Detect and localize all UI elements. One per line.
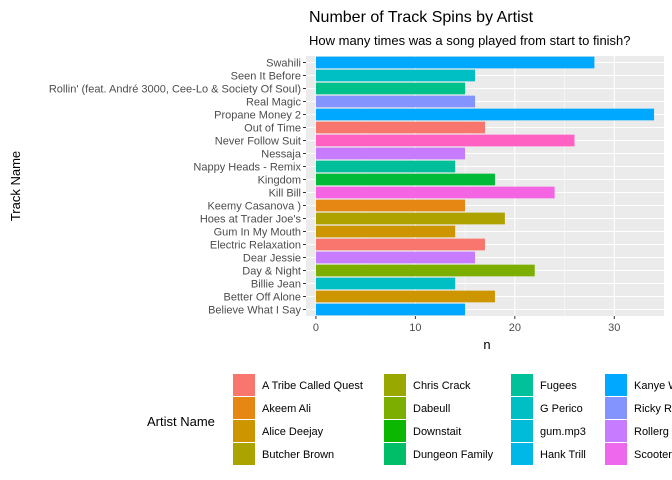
bar <box>315 69 476 82</box>
y-tick-label: Billie Jean <box>251 279 301 291</box>
x-tick-labels: 0 10 20 30 <box>313 316 620 334</box>
y-tick-label: Hoes at Trader Joe's <box>200 214 302 226</box>
y-tick-label: Electric Relaxation <box>210 240 301 252</box>
y-tick-label: Day & Night <box>242 266 301 278</box>
x-tick-label: 30 <box>608 322 620 334</box>
y-tick-label: Kill Bill <box>269 188 301 200</box>
legend-label: Scooter <box>634 449 672 461</box>
legend-label: gum.mp3 <box>540 426 586 438</box>
y-tick-label: Gum In My Mouth <box>214 227 301 239</box>
y-tick-label: Real Magic <box>246 97 302 109</box>
x-axis-title: n <box>483 337 490 352</box>
y-tick-label: Keemy Casanova ) <box>207 201 301 213</box>
legend-label: Kanye W <box>634 380 672 392</box>
bar <box>315 238 485 251</box>
legend-label: Akeem Ali <box>262 403 311 415</box>
x-tick-label: 0 <box>313 322 319 334</box>
y-axis-title: Track Name <box>8 151 23 221</box>
y-tick-label: Rollin' (feat. André 3000, Cee-Lo & Soci… <box>49 84 301 96</box>
legend-label: Dungeon Family <box>413 449 494 461</box>
legend-label: Hank Trill <box>540 449 586 461</box>
legend-swatch <box>233 420 255 442</box>
legend-label: Rollerg <box>634 426 669 438</box>
bar <box>315 82 466 95</box>
bar <box>315 173 495 186</box>
bar <box>315 199 466 212</box>
legend-label: Butcher Brown <box>262 449 334 461</box>
bar <box>315 225 456 238</box>
bar <box>315 134 575 147</box>
x-tick-label: 10 <box>409 322 421 334</box>
y-tick-label: Kingdom <box>258 175 301 187</box>
bar <box>315 160 456 173</box>
bar <box>315 277 456 290</box>
legend-label: Alice Deejay <box>262 426 324 438</box>
legend-swatch <box>384 397 406 419</box>
legend-title: Artist Name <box>147 414 215 429</box>
chart-subtitle: How many times was a song played from st… <box>309 33 631 48</box>
legend-swatch <box>511 420 533 442</box>
bar <box>315 56 595 69</box>
legend-label: Ricky R <box>634 403 672 415</box>
y-tick-label: Never Follow Suit <box>215 136 301 148</box>
y-tick-label: Out of Time <box>244 123 301 135</box>
legend-label: Dabeull <box>413 403 450 415</box>
y-tick-label: Swahili <box>266 58 301 70</box>
plot-panel <box>306 56 664 316</box>
bars <box>315 56 655 316</box>
bar <box>315 303 466 316</box>
legend-swatch <box>384 374 406 396</box>
y-tick-label: Dear Jessie <box>243 253 301 265</box>
legend-swatch <box>605 420 627 442</box>
bar <box>315 251 476 264</box>
legend-swatch <box>511 374 533 396</box>
y-tick-label: Nappy Heads - Remix <box>193 162 301 174</box>
legend-swatch <box>605 397 627 419</box>
bar <box>315 147 466 160</box>
legend-swatch <box>511 397 533 419</box>
x-tick-label: 20 <box>509 322 521 334</box>
bar <box>315 108 655 121</box>
y-tick-label: Seen It Before <box>231 71 301 83</box>
bar <box>315 212 505 225</box>
legend-swatch <box>233 397 255 419</box>
legend-swatch <box>233 374 255 396</box>
bar <box>315 264 535 277</box>
legend-swatch <box>605 374 627 396</box>
bar <box>315 290 495 303</box>
legend-label: Fugees <box>540 380 577 392</box>
legend-swatch <box>605 443 627 465</box>
legend-label: G Perico <box>540 403 583 415</box>
legend-swatch <box>233 443 255 465</box>
legend: A Tribe Called Quest Akeem Ali Alice Deeja… <box>233 374 672 465</box>
legend-label: A Tribe Called Quest <box>262 380 363 392</box>
legend-label: Downstait <box>413 426 461 438</box>
bar <box>315 121 485 134</box>
y-tick-label: Propane Money 2 <box>214 110 301 122</box>
y-tick-label: Better Off Alone <box>224 292 301 304</box>
y-tick-label: Nessaja <box>261 149 302 161</box>
legend-swatch <box>384 443 406 465</box>
legend-label: Chris Crack <box>413 380 471 392</box>
y-tick-label: Believe What I Say <box>208 305 301 317</box>
bar <box>315 95 476 108</box>
legend-swatch <box>511 443 533 465</box>
legend-swatch <box>384 420 406 442</box>
bar <box>315 186 555 199</box>
chart-title: Number of Track Spins by Artist <box>309 9 534 26</box>
